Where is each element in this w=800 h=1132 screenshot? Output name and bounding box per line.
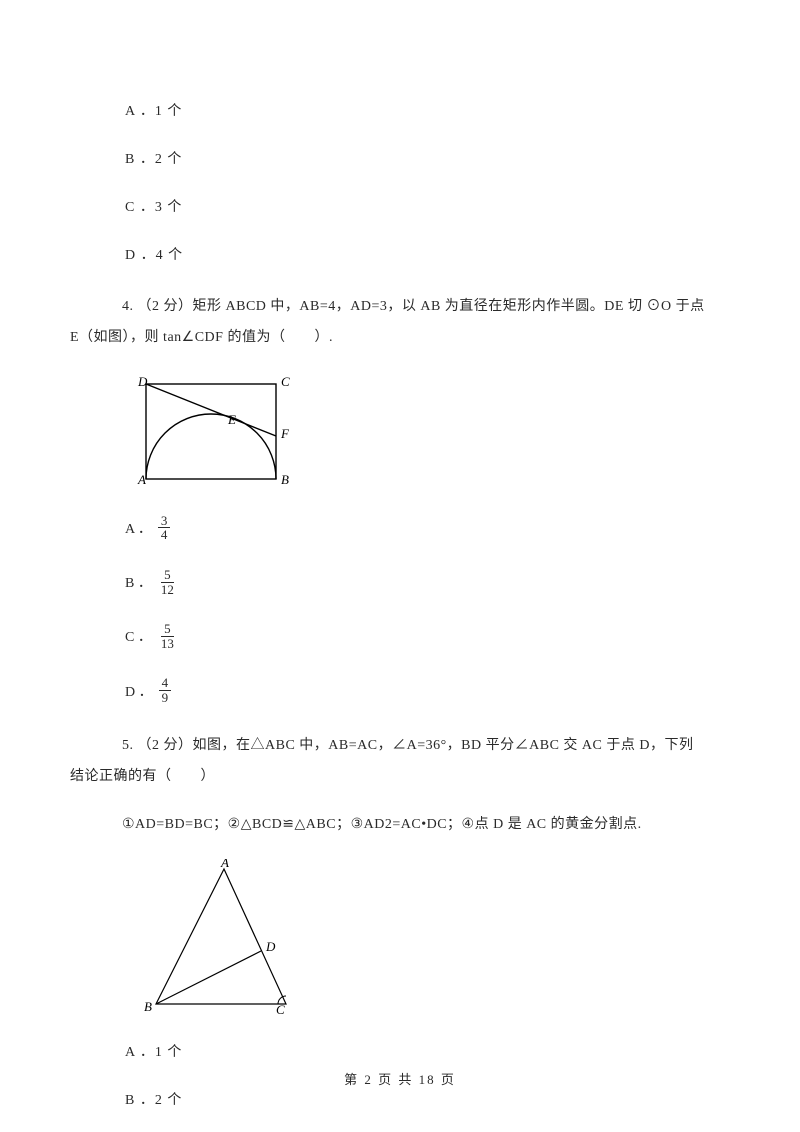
q4-option-b-frac: 5 12 (158, 568, 177, 596)
q4-label-B: B (281, 472, 289, 487)
q4-option-c-label: C ． (125, 626, 152, 646)
q4-c-den: 13 (158, 637, 177, 651)
q5-stem-line1: 5. （2 分）如图，在△ABC 中，AB=AC，∠A=36°，BD 平分∠AB… (70, 731, 730, 762)
q4-option-d[interactable]: D ． 4 9 (125, 676, 730, 704)
q4-option-d-label: D ． (125, 681, 153, 701)
q4-c-num: 5 (161, 622, 174, 637)
q4-semicircle (146, 414, 276, 479)
q4-b-den: 12 (158, 583, 177, 597)
q4-option-a-frac: 3 4 (158, 514, 171, 542)
q5-label-A: A (220, 859, 229, 870)
q4-option-c[interactable]: C ． 5 13 (125, 622, 730, 650)
q4-label-F: F (280, 426, 290, 441)
q4-a-den: 4 (158, 528, 171, 542)
q4-label-D: D (137, 374, 148, 389)
q5-option-a[interactable]: A ．1 个 (125, 1041, 730, 1061)
q5-substatements: ①AD=BD=BC；②△BCD≌△ABC；③AD2=AC•DC；④点 D 是 A… (70, 810, 730, 841)
q4-option-a-label: A ． (125, 518, 152, 538)
q4-label-A: A (137, 472, 146, 487)
page-footer: 第 2 页 共 18 页 (0, 1069, 800, 1088)
q4-stem-line2: E（如图），则 tan∠CDF 的值为（ ）. (70, 323, 730, 354)
q3-option-b[interactable]: B ．2 个 (125, 148, 730, 168)
q4-d-den: 9 (159, 691, 172, 705)
q4-option-d-frac: 4 9 (159, 676, 172, 704)
q4-rect (146, 384, 276, 479)
q5-option-b[interactable]: B ．2 个 (125, 1089, 730, 1109)
q5-stem-line2: 结论正确的有（ ） (70, 762, 730, 793)
q4-label-E: E (227, 412, 236, 427)
q4-b-num: 5 (161, 568, 174, 583)
q4-label-C: C (281, 374, 290, 389)
q4-option-a[interactable]: A ． 3 4 (125, 514, 730, 542)
q4-option-b[interactable]: B ． 5 12 (125, 568, 730, 596)
q4-stem-line1: 4. （2 分）矩形 ABCD 中，AB=4，AD=3，以 AB 为直径在矩形内… (70, 292, 730, 323)
q5-svg: A B C D (126, 859, 316, 1019)
q5-label-C: C (276, 1002, 285, 1017)
q4-option-b-label: B ． (125, 572, 152, 592)
q5-diagram: A B C D (126, 859, 730, 1019)
q5-triangle (156, 869, 286, 1004)
q3-option-a[interactable]: A ．1 个 (125, 100, 730, 120)
q5-stem: 5. （2 分）如图，在△ABC 中，AB=AC，∠A=36°，BD 平分∠AB… (70, 731, 730, 793)
q4-diagram: D C A B E F (126, 372, 730, 492)
q4-a-num: 3 (158, 514, 171, 529)
q4-d-num: 4 (159, 676, 172, 691)
q4-stem: 4. （2 分）矩形 ABCD 中，AB=4，AD=3，以 AB 为直径在矩形内… (70, 292, 730, 354)
q5-line-BD (156, 951, 261, 1004)
q5-label-B: B (144, 999, 152, 1014)
q3-option-d[interactable]: D ．4 个 (125, 244, 730, 264)
q4-svg: D C A B E F (126, 372, 296, 492)
q4-option-c-frac: 5 13 (158, 622, 177, 650)
q4-line-DF (146, 384, 276, 436)
q5-label-D: D (265, 939, 276, 954)
q3-option-c[interactable]: C ．3 个 (125, 196, 730, 216)
